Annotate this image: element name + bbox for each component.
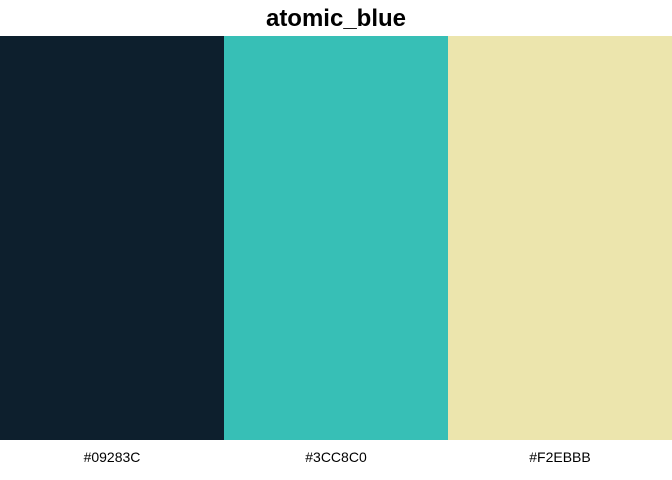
hex-label-3: #F2EBBB [529,449,591,465]
swatch-row [0,36,672,440]
hex-label-row: #09283C #3CC8C0 #F2EBBB [0,440,672,474]
color-swatch-2 [224,36,448,440]
hex-label-2: #3CC8C0 [305,449,367,465]
color-swatch-1 [0,36,224,440]
color-swatch-3 [448,36,672,440]
hex-label-1: #09283C [83,449,141,465]
palette-title: atomic_blue [265,5,407,32]
